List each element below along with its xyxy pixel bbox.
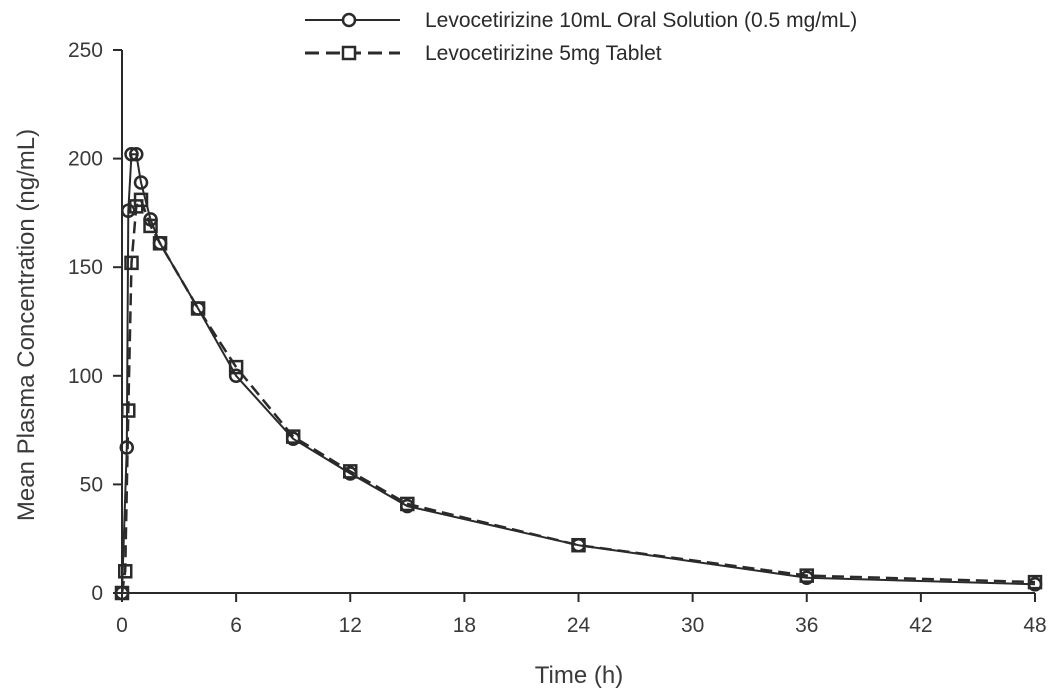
x-tick-label: 0 [116,614,128,637]
data-point-square [1027,574,1043,590]
y-tick-label: 250 [68,39,103,62]
x-tick-label: 18 [453,614,476,637]
y-tick-label: 100 [68,365,103,388]
legend: Levocetirizine 10mL Oral Solution (0.5 m… [305,9,857,65]
series-line-1 [121,153,1036,594]
data-point-square [143,218,158,234]
series-line-2 [120,198,1036,594]
data-point-circle [124,147,139,162]
x-tick-label: 12 [339,614,362,637]
x-tick-label: 24 [567,614,591,637]
legend-item-oral-solution: Levocetirizine 10mL Oral Solution (0.5 m… [305,9,857,32]
series-1 [114,147,1043,601]
y-tick-label: 50 [80,473,103,496]
data-point-square [228,359,244,375]
data-point-square [799,568,814,583]
axes: 0 6 12 18 24 30 36 42 48 0 50 100 150 200 250 [68,39,1047,637]
data-point-square [571,537,586,553]
plot-area [114,147,1043,601]
data-point-circle [133,175,149,190]
data-point-square [343,464,358,479]
data-point-square [190,301,206,316]
data-point-circle [121,203,136,218]
x-tick-label: 36 [795,614,818,637]
x-tick-label: 42 [909,614,932,637]
data-point-square [114,585,130,601]
data-point-square [124,255,139,271]
x-tick-label: 48 [1023,614,1046,637]
data-point-square [133,192,149,208]
data-point-circle [129,147,144,162]
data-point-square [285,429,301,444]
data-point-square [117,564,133,579]
legend-item-tablet: Levocetirizine 5mg Tablet [305,42,662,65]
x-tick-label: 6 [230,614,242,637]
data-point-square [400,496,415,512]
y-tick-label: 200 [68,148,103,171]
series-2 [114,192,1043,601]
legend-marker-oral-solution [341,12,357,28]
legend-label-tablet: Levocetirizine 5mg Tablet [425,42,662,65]
x-axis-title: Time (h) [535,662,623,689]
y-axis-title: Mean Plasma Concentration (ng/mL) [13,129,40,521]
x-tick-label: 30 [681,614,704,637]
data-point-square [121,403,136,418]
y-tick-label: 0 [91,582,103,605]
legend-marker-tablet [341,45,357,61]
y-tick-label: 150 [68,256,103,279]
data-point-square [152,236,168,251]
legend-label-oral-solution: Levocetirizine 10mL Oral Solution (0.5 m… [425,9,857,32]
